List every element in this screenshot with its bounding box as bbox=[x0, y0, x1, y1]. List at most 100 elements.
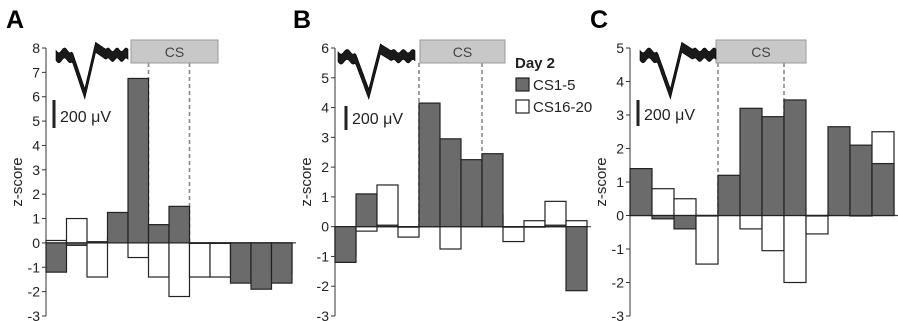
bar-cs1-5 bbox=[86, 241, 109, 244]
bar-cs1-5 bbox=[45, 242, 68, 273]
y-tick-label: -1 bbox=[612, 241, 625, 257]
bar-cs1-5 bbox=[250, 242, 273, 290]
bar-cs16-20 bbox=[783, 214, 807, 284]
y-tick-label: -3 bbox=[317, 308, 330, 321]
y-tick-label: 3 bbox=[616, 107, 624, 123]
bar-cs1-5 bbox=[544, 224, 567, 228]
legend-swatch-cs1-5 bbox=[515, 77, 530, 92]
y-tick-label: 6 bbox=[32, 89, 40, 105]
bar-cs1-5 bbox=[65, 242, 88, 246]
bar-cs1-5 bbox=[334, 226, 357, 264]
bar-cs16-20 bbox=[544, 200, 567, 228]
y-tick-label: 4 bbox=[321, 100, 329, 116]
bar-cs1-5 bbox=[783, 99, 807, 217]
bar-cs16-20 bbox=[739, 214, 763, 230]
cs-label: CS bbox=[453, 44, 472, 60]
cs-box bbox=[130, 39, 219, 64]
bar-cs1-5 bbox=[147, 224, 170, 244]
bar-cs1-5 bbox=[397, 226, 420, 228]
bar-cs1-5 bbox=[849, 144, 873, 217]
bar-cs1-5 bbox=[805, 214, 829, 217]
y-tick-label: -2 bbox=[317, 278, 330, 294]
y-tick-label: 2 bbox=[32, 186, 40, 202]
bar-cs1-5 bbox=[695, 214, 719, 217]
bar-cs1-5 bbox=[418, 102, 441, 228]
bar-cs16-20 bbox=[355, 226, 378, 232]
y-tick-label: 3 bbox=[32, 162, 40, 178]
bar-cs16-20 bbox=[651, 188, 675, 217]
y-tick-label: 5 bbox=[616, 40, 624, 56]
y-tick-label: 1 bbox=[321, 189, 329, 205]
y-tick-label: 2 bbox=[321, 159, 329, 175]
bar-cs1-5 bbox=[565, 226, 588, 292]
bar-cs1-5 bbox=[481, 153, 504, 228]
y-tick-label: -1 bbox=[317, 248, 330, 264]
y-tick-label: 8 bbox=[32, 40, 40, 56]
y-tick-label: -3 bbox=[28, 308, 41, 321]
y-tick-label: 0 bbox=[32, 235, 40, 251]
bar-cs1-5 bbox=[871, 162, 895, 217]
cs-label: CS bbox=[165, 44, 184, 60]
bar-cs1-5 bbox=[127, 77, 150, 244]
bar-cs16-20 bbox=[805, 214, 829, 235]
y-tick-label: -3 bbox=[612, 308, 625, 321]
panel-a: Az-score 8 7 6 5 4 3 2 1 0 -1 -2 -3 CS 200 μV bbox=[6, 6, 296, 321]
bar-cs16-20 bbox=[695, 214, 719, 265]
y-tick-label: -2 bbox=[612, 275, 625, 291]
bar-cs16-20 bbox=[209, 242, 232, 278]
bar-cs1-5 bbox=[717, 174, 741, 217]
waveform-trace bbox=[639, 41, 717, 100]
bar-cs1-5 bbox=[188, 242, 211, 245]
y-tick-label: -1 bbox=[28, 259, 41, 275]
y-tick-label: 1 bbox=[616, 174, 624, 190]
panel-b: Bz-score 6 5 4 3 2 1 0 -1 -2 -3 CS 200 μV bbox=[293, 6, 591, 321]
legend-label: CS16-20 bbox=[533, 99, 592, 116]
bar-cs16-20 bbox=[147, 242, 170, 278]
y-tick-label: 1 bbox=[32, 211, 40, 227]
bar-cs16-20 bbox=[761, 214, 785, 252]
bar-cs1-5 bbox=[168, 205, 191, 244]
bar-cs16-20 bbox=[168, 242, 191, 298]
bar-cs1-5 bbox=[651, 214, 675, 220]
bar-cs16-20 bbox=[523, 220, 546, 228]
legend-label: CS1-5 bbox=[533, 77, 576, 94]
bar-cs1-5 bbox=[629, 168, 653, 217]
y-tick-label: 5 bbox=[32, 113, 40, 129]
scale-bar-label: 200 μV bbox=[352, 111, 403, 128]
legend-swatch-cs16-20 bbox=[515, 99, 530, 114]
bar-cs16-20 bbox=[127, 242, 150, 259]
y-tick-label: 3 bbox=[321, 129, 329, 145]
bar-cs1-5 bbox=[439, 138, 462, 228]
y-axis-title: z-score bbox=[9, 157, 26, 206]
y-axis-title: z-score bbox=[298, 157, 315, 206]
y-tick-label: 4 bbox=[32, 137, 40, 153]
cs-label: CS bbox=[751, 44, 770, 60]
bar-cs16-20 bbox=[376, 184, 399, 228]
legend-title: Day 2 bbox=[515, 55, 555, 72]
bar-cs1-5 bbox=[827, 126, 851, 217]
bar-cs1-5 bbox=[106, 211, 129, 244]
bar-cs16-20 bbox=[565, 220, 588, 228]
waveform-trace bbox=[55, 41, 129, 100]
panel-letter: B bbox=[293, 6, 311, 34]
panel-c: Cz-score 5 4 3 2 1 0 -1 -2 -3 CS 200 μV bbox=[590, 6, 898, 321]
y-tick-label: 5 bbox=[321, 70, 329, 86]
y-tick-label: -2 bbox=[28, 284, 41, 300]
y-tick-label: 6 bbox=[321, 40, 329, 56]
scale-bar-label: 200 μV bbox=[60, 109, 111, 126]
y-tick-label: 0 bbox=[616, 208, 624, 224]
bar-cs16-20 bbox=[673, 198, 697, 217]
cs-box bbox=[419, 39, 506, 64]
bar-cs1-5 bbox=[523, 226, 546, 228]
bar-cs1-5 bbox=[270, 242, 293, 284]
bar-cs16-20 bbox=[188, 242, 211, 278]
waveform-trace bbox=[337, 43, 416, 100]
legend: Day 2 CS1-5 CS16-20 bbox=[515, 55, 592, 116]
y-tick-label: 4 bbox=[616, 74, 624, 90]
bar-cs1-5 bbox=[355, 193, 378, 228]
bar-cs16-20 bbox=[502, 226, 525, 243]
y-tick-label: 2 bbox=[616, 141, 624, 157]
bar-cs1-5 bbox=[460, 159, 483, 228]
y-tick-label: 0 bbox=[321, 219, 329, 235]
